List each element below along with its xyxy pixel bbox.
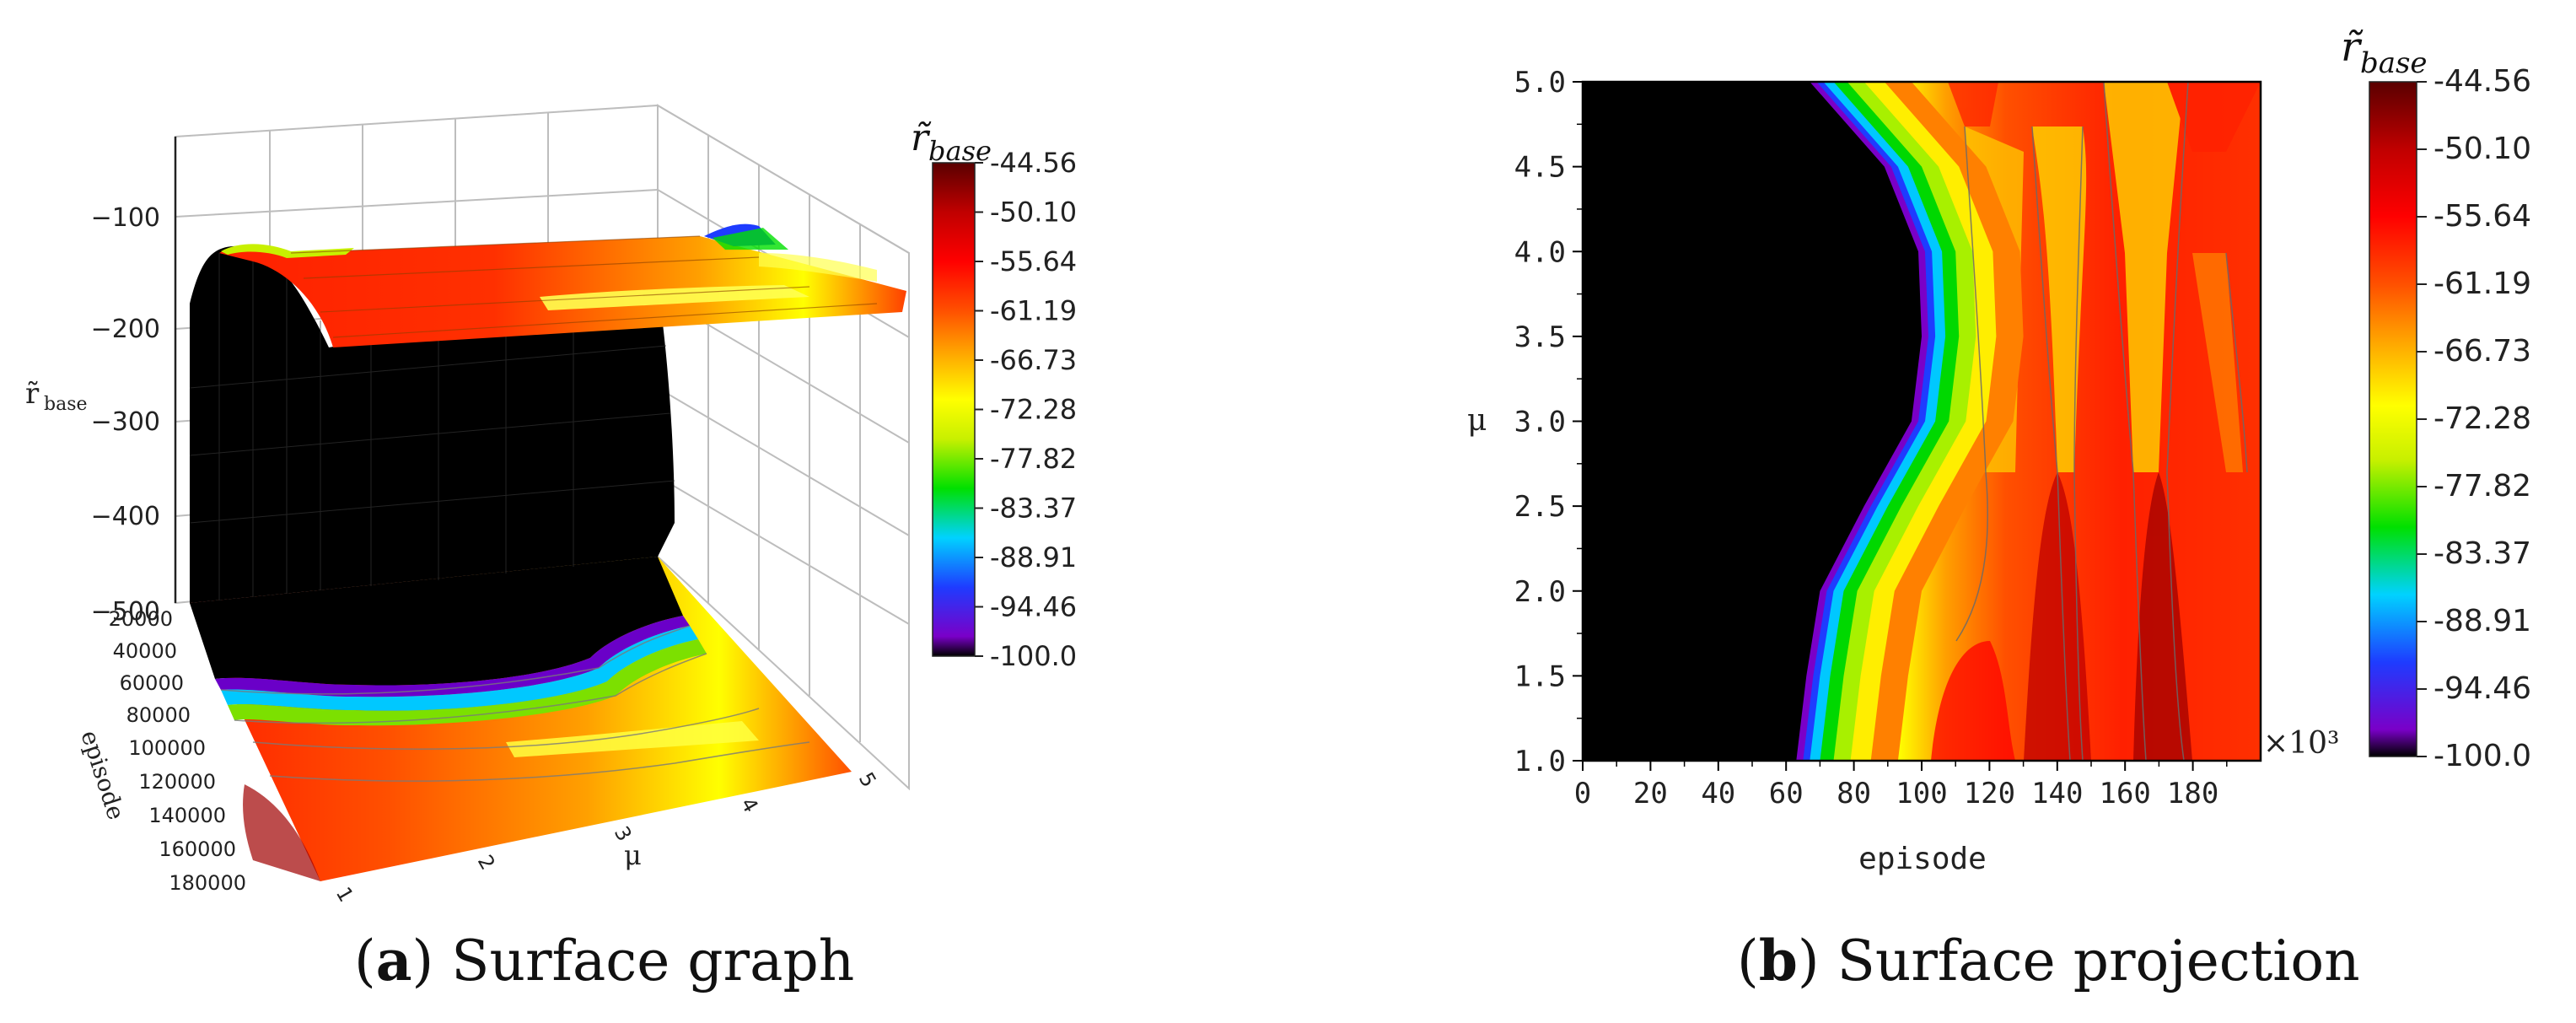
colorbar-tick-label: -100.0 bbox=[2433, 739, 2531, 773]
colorbar-tick-label: -50.10 bbox=[2433, 132, 2531, 166]
episode-tick-label: 20000 bbox=[109, 607, 173, 631]
y-tick-label: 3.5 bbox=[1514, 320, 1566, 354]
episode-tick-label: 100000 bbox=[128, 736, 206, 760]
colorbar-b: r̃base -44.56 -50.10 -55.64 -61.19 -66.73 -72… bbox=[2341, 24, 2531, 773]
colorbar-tick-label: -88.91 bbox=[2433, 604, 2531, 638]
episode-tick-label: 40000 bbox=[113, 639, 177, 663]
z-tick-label: −500 bbox=[91, 597, 160, 627]
episode-tick-label: 140000 bbox=[148, 804, 226, 827]
mu-tick-label: 1 bbox=[331, 883, 358, 906]
x-tick-label: 40 bbox=[1701, 777, 1735, 810]
z-axis-label: r̃ bbox=[25, 377, 40, 411]
x-multiplier: ×10³ bbox=[2263, 726, 2339, 761]
colorbar-tick-label: -72.28 bbox=[2433, 401, 2531, 436]
caption-b-letter: b bbox=[1758, 928, 1798, 993]
caption-a-letter: a bbox=[375, 928, 412, 993]
z-tick-label: −100 bbox=[91, 203, 160, 233]
y-tick-label: 4.5 bbox=[1514, 151, 1566, 185]
episode-tick-label: 180000 bbox=[169, 871, 246, 895]
x-tick-label: 60 bbox=[1769, 777, 1804, 810]
low-reward-region bbox=[1583, 82, 1922, 761]
contour-lines bbox=[1955, 82, 2248, 761]
surface-projection-panel: 0 20 40 60 80 100 120 140 160 180 1.0 1.5 2.0 2.5 3.0 3… bbox=[1467, 24, 2531, 876]
x-tick-label: 80 bbox=[1837, 777, 1871, 810]
y-axis-label: μ bbox=[1467, 403, 1487, 438]
colorbar-tick-label: -88.91 bbox=[990, 541, 1077, 573]
colorbar-tick-label: -44.56 bbox=[2433, 64, 2531, 99]
projection-plot-area bbox=[1583, 82, 2261, 761]
z-axis-ticks: −100 −200 −300 −400 −500 bbox=[91, 203, 160, 627]
episode-axis-label: episode bbox=[75, 727, 130, 823]
x-axis-label: episode bbox=[1858, 842, 1987, 876]
colorbar-tick-label: -77.82 bbox=[990, 443, 1077, 475]
colorbar-tick-label: -55.64 bbox=[2433, 199, 2531, 234]
episode-axis-ticks: 20000 40000 60000 80000 100000 120000 14… bbox=[109, 607, 246, 895]
mu-axis-label: μ bbox=[624, 839, 642, 871]
colorbar-tick-label: -61.19 bbox=[2433, 267, 2531, 301]
colorbar-tick-label: -66.73 bbox=[2433, 334, 2531, 369]
z-tick-label: −300 bbox=[91, 407, 160, 437]
caption-b: (b) Surface projection bbox=[1737, 928, 2360, 993]
caption-a: (a) Surface graph bbox=[354, 928, 855, 993]
episode-tick-label: 120000 bbox=[138, 770, 216, 794]
episode-tick-label: 160000 bbox=[159, 837, 236, 861]
x-tick-label: 120 bbox=[1964, 777, 2015, 810]
x-tick-label: 100 bbox=[1896, 777, 1947, 810]
x-tick-label: 160 bbox=[2099, 777, 2150, 810]
z-tick-label: −400 bbox=[91, 502, 160, 531]
colorbar-a: r̃base -44.56 -50.10 -55.64 -61.19 -66.73 -72… bbox=[911, 116, 1077, 672]
y-tick-label: 3.0 bbox=[1514, 406, 1566, 439]
colorbar-tick-label: -44.56 bbox=[990, 147, 1077, 179]
projection-axes: 0 20 40 60 80 100 120 140 160 180 1.0 1.5 2.0 2.5 3.0 3… bbox=[1514, 66, 2228, 810]
colorbar-tick-label: -55.64 bbox=[990, 245, 1077, 277]
episode-tick-label: 60000 bbox=[120, 671, 184, 695]
x-tick-label: 20 bbox=[1633, 777, 1668, 810]
z-tick-label: −200 bbox=[91, 315, 160, 344]
y-tick-label: 2.5 bbox=[1514, 490, 1566, 524]
surface-top bbox=[219, 223, 906, 347]
caption-a-text: Surface graph bbox=[451, 929, 855, 993]
y-tick-label: 4.0 bbox=[1514, 235, 1566, 269]
colorbar-tick-label: -50.10 bbox=[990, 197, 1077, 229]
mu-tick-label: 5 bbox=[854, 768, 881, 791]
colorbar-tick-label: -100.0 bbox=[990, 640, 1077, 672]
colorbar-tick-label: -66.73 bbox=[990, 344, 1077, 376]
colorbar-tick-label: -83.37 bbox=[2433, 536, 2531, 571]
colorbar-a-title: r̃base bbox=[911, 116, 992, 167]
surface-wall bbox=[189, 245, 675, 603]
colorbar-tick-label: -61.19 bbox=[990, 295, 1077, 327]
colorbar-b-title: r̃base bbox=[2341, 24, 2428, 80]
colorbar-tick-label: -83.37 bbox=[990, 493, 1077, 525]
colorbar-tick-label: -94.46 bbox=[990, 591, 1077, 623]
caption-b-text: Surface projection bbox=[1837, 929, 2360, 993]
mu-tick-label: 4 bbox=[736, 794, 763, 816]
y-tick-label: 1.0 bbox=[1514, 745, 1566, 778]
episode-tick-label: 80000 bbox=[126, 703, 191, 727]
mu-tick-label: 2 bbox=[473, 851, 500, 874]
z-axis-label-subscript: base bbox=[44, 394, 88, 415]
colorbar-tick-label: -94.46 bbox=[2433, 671, 2531, 706]
y-tick-label: 2.0 bbox=[1514, 575, 1566, 609]
y-tick-label: 5.0 bbox=[1514, 66, 1566, 100]
colorbar-tick-label: -77.82 bbox=[2433, 469, 2531, 503]
x-tick-label: 140 bbox=[2031, 777, 2083, 810]
surface-graph-panel: −100 −200 −300 −400 −500 r̃ base bbox=[25, 104, 1077, 906]
x-tick-label: 180 bbox=[2167, 777, 2218, 810]
colorbar-tick-label: -72.28 bbox=[990, 394, 1077, 426]
x-tick-label: 0 bbox=[1574, 777, 1591, 810]
floor-projection bbox=[190, 557, 852, 881]
y-tick-label: 1.5 bbox=[1514, 660, 1566, 693]
